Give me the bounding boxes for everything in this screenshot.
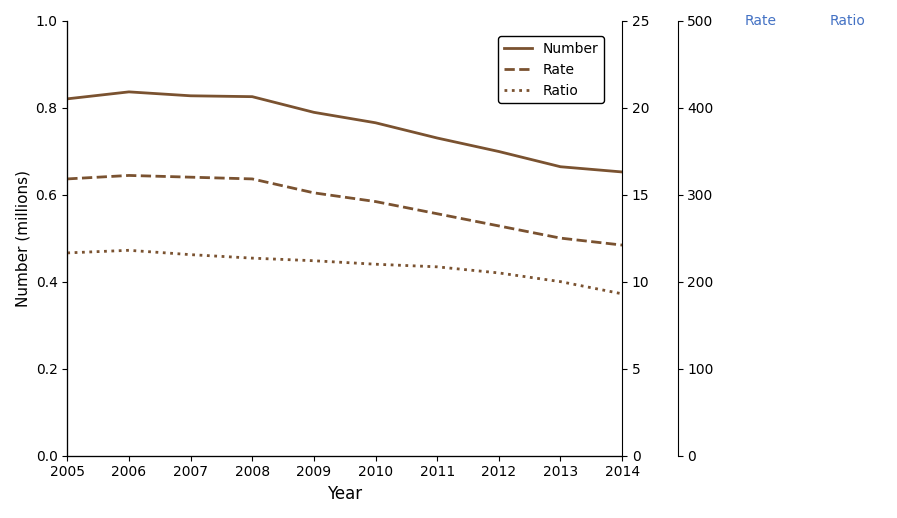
Legend: Number, Rate, Ratio: Number, Rate, Ratio <box>499 36 604 103</box>
Ratio <box>247 255 257 261</box>
Rate <box>431 211 442 217</box>
Number <box>431 135 442 141</box>
Rate <box>247 176 257 182</box>
Number <box>493 148 504 154</box>
Line: Ratio: Ratio <box>67 250 623 294</box>
Ratio <box>370 261 381 267</box>
Rate <box>555 235 566 241</box>
Number <box>62 96 73 102</box>
Ratio <box>185 252 196 258</box>
Rate <box>62 176 73 182</box>
Rate <box>493 223 504 229</box>
Number <box>370 120 381 126</box>
Ratio <box>124 247 135 253</box>
Ratio <box>431 264 442 270</box>
Number <box>617 169 628 175</box>
Line: Rate: Rate <box>67 176 623 245</box>
Rate <box>309 190 319 196</box>
Number <box>247 94 257 100</box>
Line: Number: Number <box>67 92 623 172</box>
Rate <box>124 172 135 179</box>
Rate <box>617 242 628 248</box>
Ratio <box>309 257 319 264</box>
Number <box>185 93 196 99</box>
Rate <box>370 198 381 205</box>
X-axis label: Year: Year <box>327 485 362 503</box>
Ratio <box>555 279 566 285</box>
Number <box>124 89 135 95</box>
Rate <box>185 174 196 180</box>
Text: Ratio: Ratio <box>830 15 866 28</box>
Number <box>309 109 319 116</box>
Y-axis label: Number (millions): Number (millions) <box>15 169 30 307</box>
Ratio <box>493 270 504 276</box>
Ratio <box>617 291 628 297</box>
Number <box>555 164 566 170</box>
Text: Rate: Rate <box>745 15 777 28</box>
Ratio <box>62 250 73 256</box>
